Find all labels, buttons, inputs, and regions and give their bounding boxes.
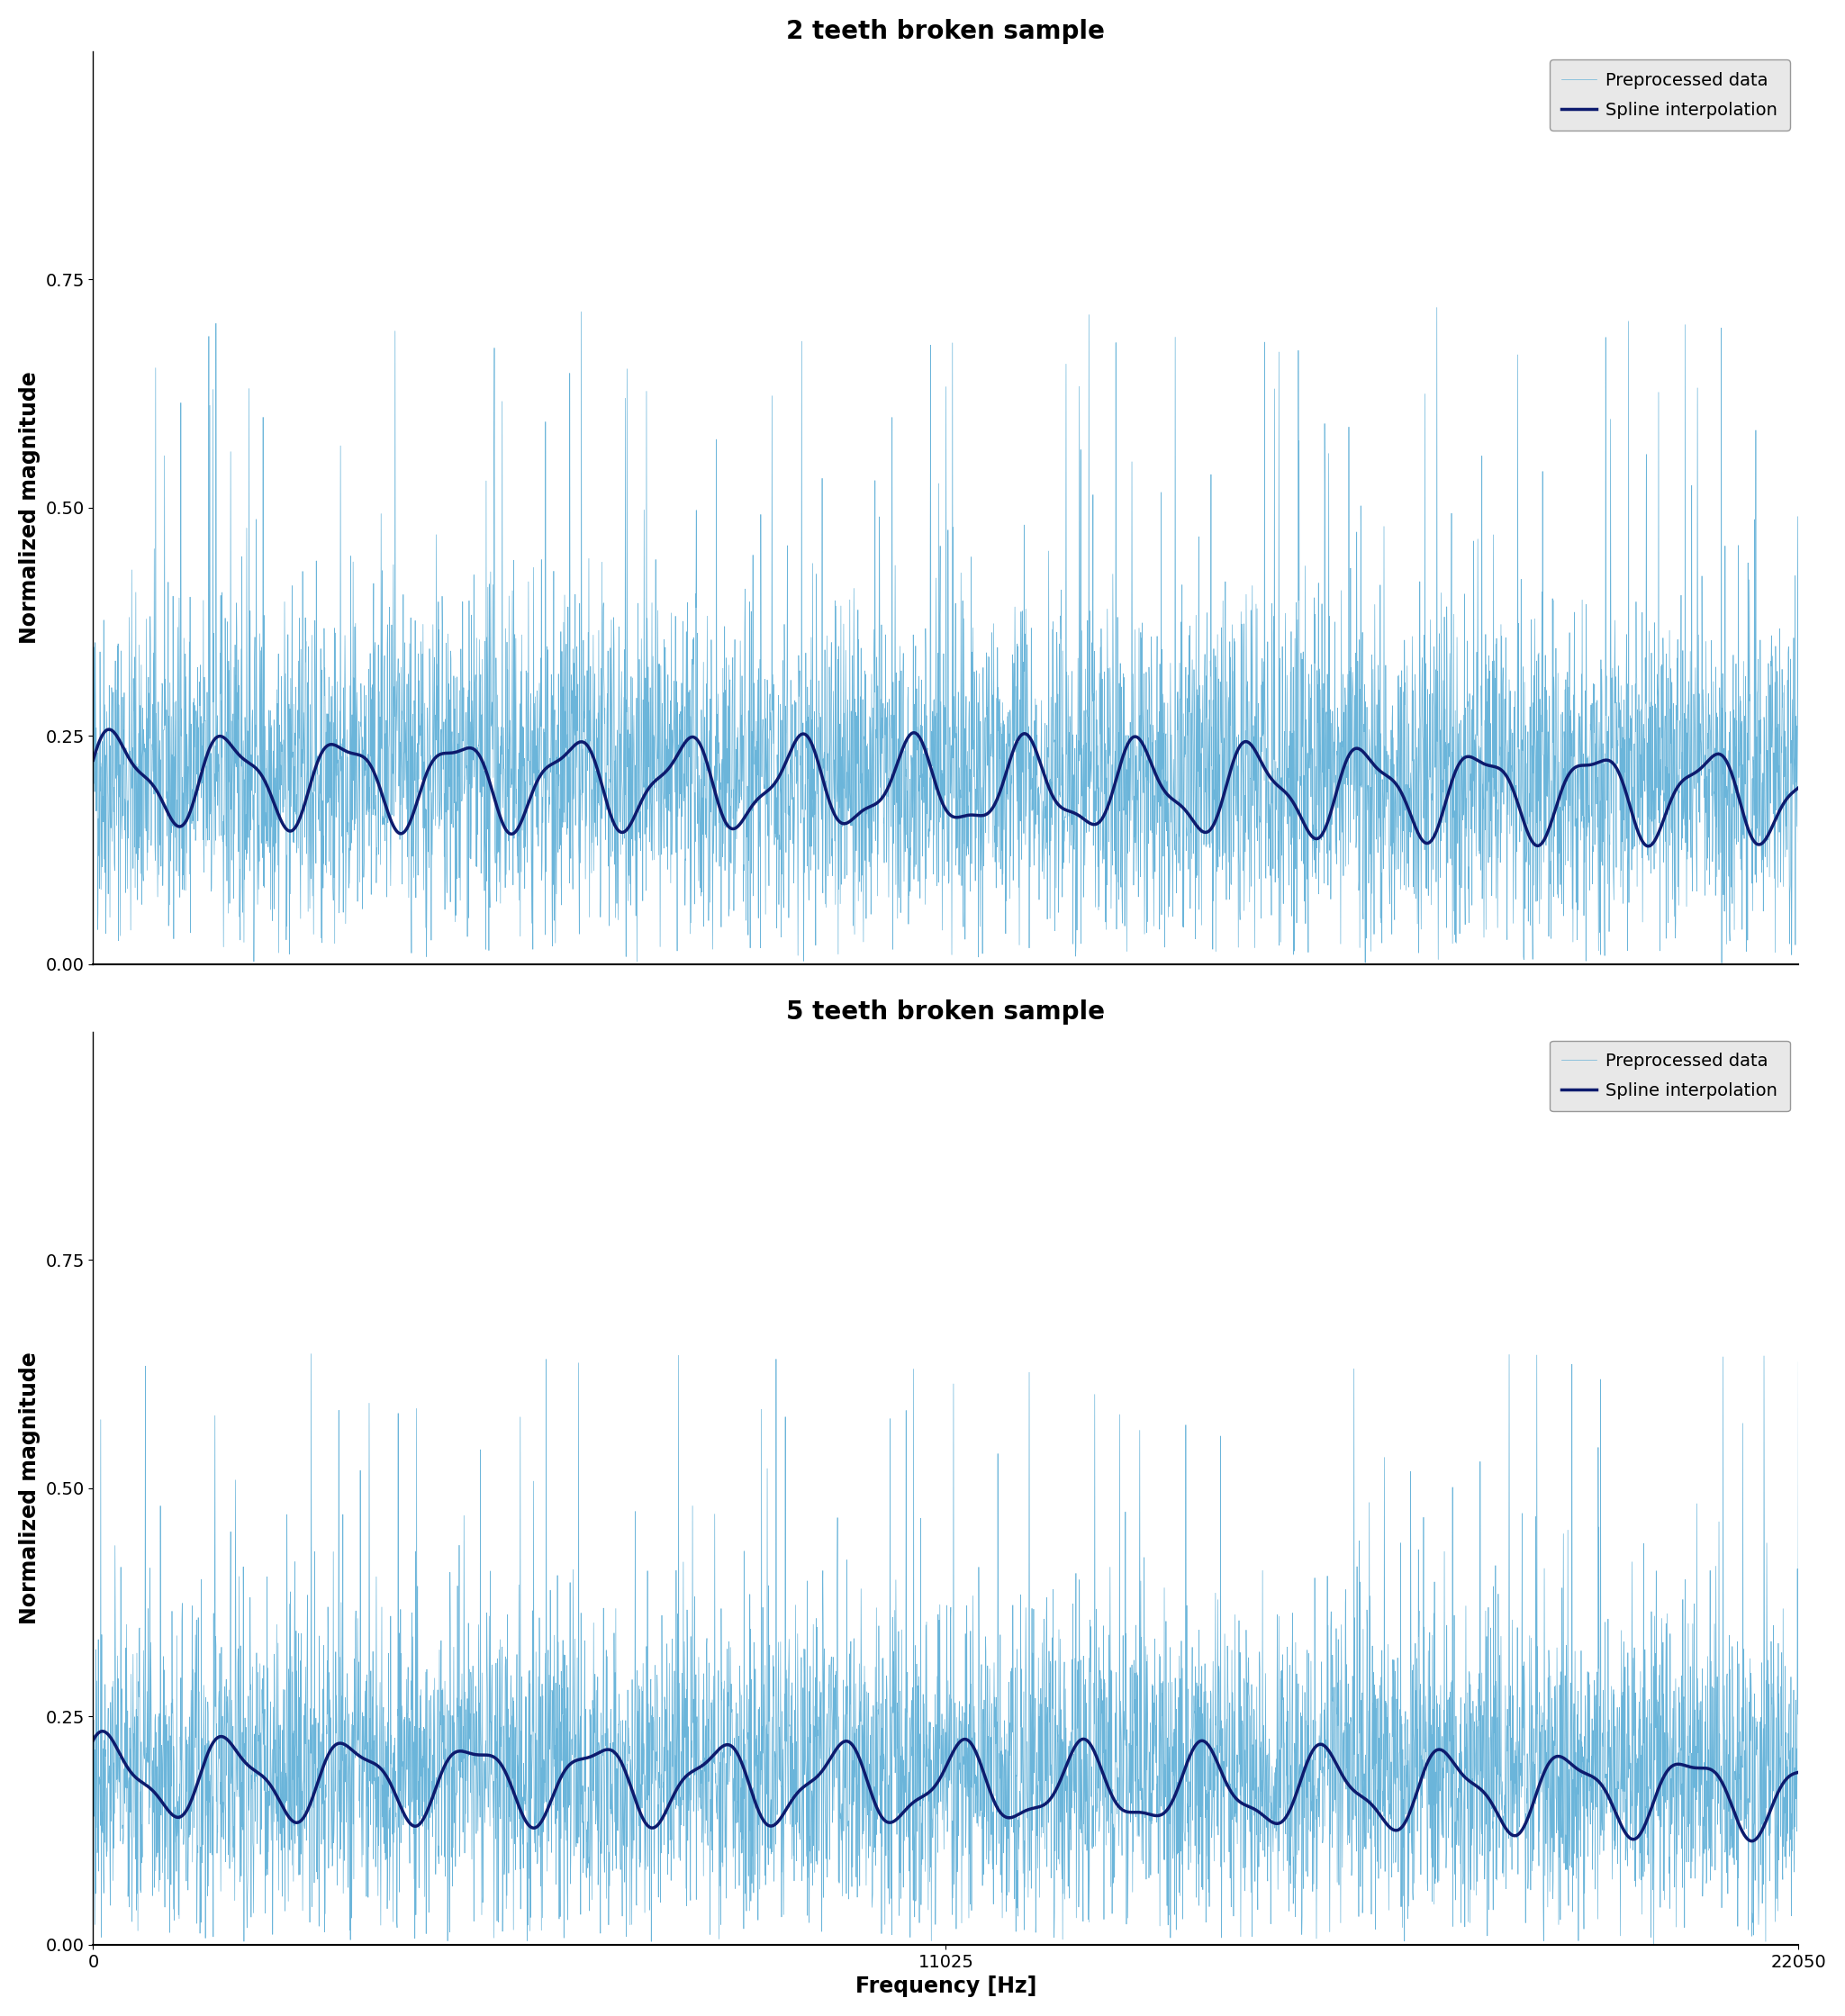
Y-axis label: Normalized magnitude: Normalized magnitude — [18, 1353, 41, 1625]
Y-axis label: Normalized magnitude: Normalized magnitude — [18, 371, 41, 643]
Preprocessed data — [1710, 952, 1732, 976]
Preprocessed data — [1354, 689, 1376, 714]
Preprocessed data — [1485, 1554, 1507, 1579]
Preprocessed data — [1426, 296, 1448, 321]
Spline interpolation — [1354, 742, 1376, 766]
Preprocessed data — [1642, 1931, 1664, 1956]
Preprocessed data — [1192, 736, 1214, 760]
Preprocessed data — [1105, 331, 1127, 355]
Spline interpolation — [1354, 1788, 1376, 1812]
Preprocessed data — [1788, 1351, 1810, 1375]
Preprocessed data — [393, 1812, 415, 1837]
Preprocessed data — [83, 1742, 105, 1766]
Spline interpolation — [1105, 1790, 1127, 1814]
Spline interpolation — [1788, 776, 1810, 800]
Spline interpolation — [1192, 1728, 1214, 1752]
Preprocessed data — [83, 720, 105, 744]
Spline interpolation — [1105, 766, 1127, 790]
Spline interpolation — [393, 821, 415, 845]
Spline interpolation — [90, 1720, 113, 1744]
Spline interpolation — [1192, 818, 1214, 843]
Line: Preprocessed data: Preprocessed data — [94, 308, 1799, 964]
Spline interpolation — [1637, 835, 1659, 859]
Spline interpolation — [1788, 1760, 1810, 1784]
Preprocessed data — [301, 1343, 323, 1367]
Preprocessed data — [734, 617, 756, 641]
Preprocessed data — [1354, 1837, 1376, 1861]
Preprocessed data — [391, 708, 413, 732]
Spline interpolation — [1485, 754, 1507, 778]
Preprocessed data — [1105, 1661, 1127, 1685]
Line: Spline interpolation: Spline interpolation — [94, 730, 1799, 847]
Preprocessed data — [1788, 831, 1810, 855]
Legend: Preprocessed data, Spline interpolation: Preprocessed data, Spline interpolation — [1550, 60, 1790, 131]
Spline interpolation — [98, 718, 120, 742]
Title: 2 teeth broken sample: 2 teeth broken sample — [786, 18, 1105, 44]
Preprocessed data — [734, 1881, 756, 1905]
Spline interpolation — [83, 748, 105, 772]
Line: Preprocessed data: Preprocessed data — [94, 1355, 1799, 1943]
Line: Spline interpolation: Spline interpolation — [94, 1732, 1799, 1841]
Preprocessed data — [1485, 825, 1507, 849]
Legend: Preprocessed data, Spline interpolation: Preprocessed data, Spline interpolation — [1550, 1040, 1790, 1111]
Spline interpolation — [83, 1728, 105, 1752]
Spline interpolation — [1740, 1829, 1762, 1853]
Spline interpolation — [393, 1800, 415, 1824]
Title: 5 teeth broken sample: 5 teeth broken sample — [786, 1000, 1105, 1024]
Preprocessed data — [1192, 1702, 1214, 1726]
Spline interpolation — [734, 1760, 756, 1784]
Spline interpolation — [734, 804, 756, 829]
X-axis label: Frequency [Hz]: Frequency [Hz] — [854, 1976, 1037, 1998]
Spline interpolation — [1485, 1798, 1507, 1822]
